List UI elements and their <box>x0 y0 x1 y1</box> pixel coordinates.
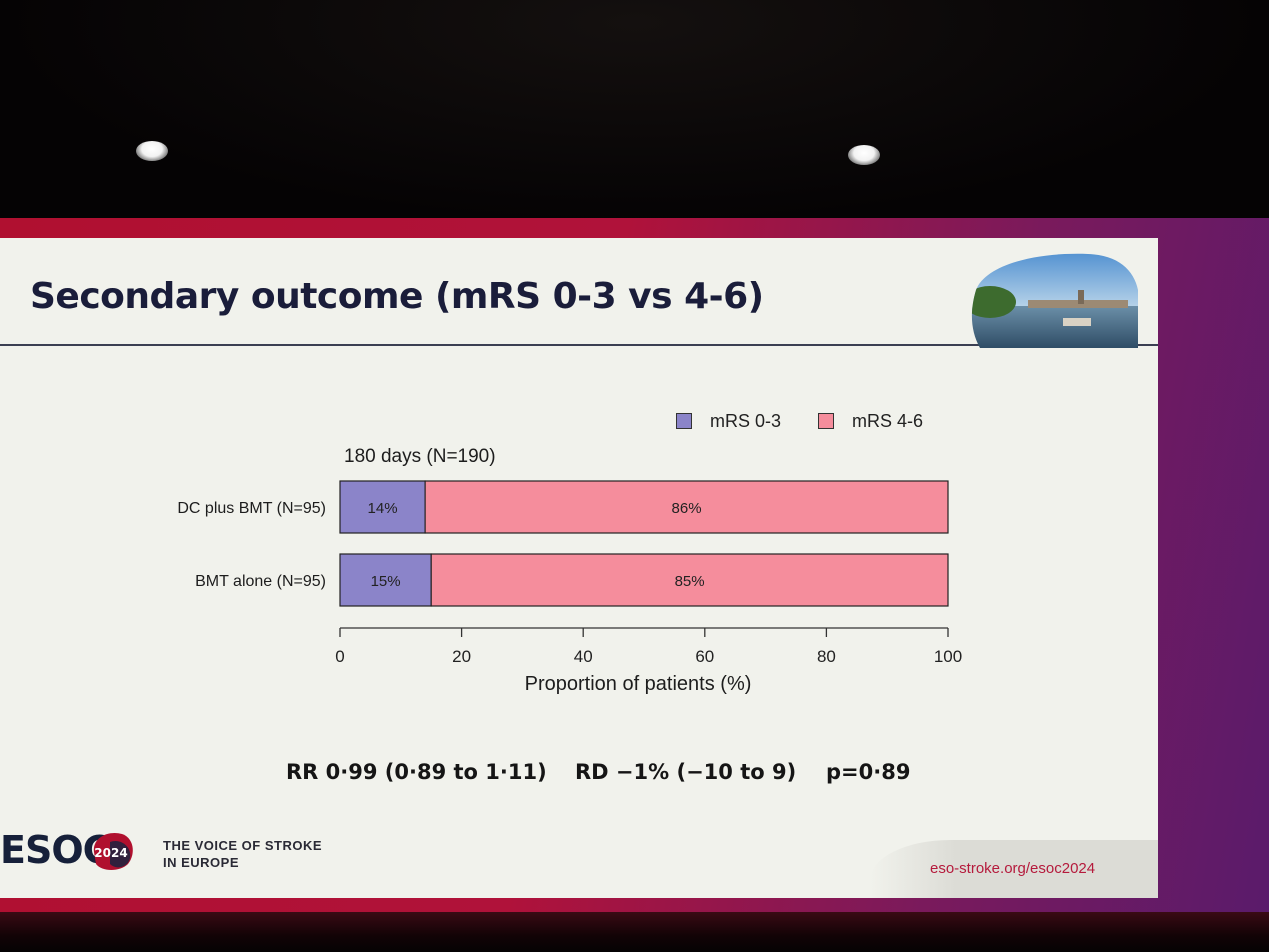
legend-swatch <box>676 413 692 429</box>
x-tick-label: 20 <box>452 647 471 666</box>
footer-url-band <box>870 840 1158 898</box>
legend-label: mRS 0-3 <box>710 410 782 431</box>
bar-segment <box>424 480 949 534</box>
x-tick-label: 0 <box>335 647 344 666</box>
legend-label: mRS 4-6 <box>852 410 924 431</box>
legend-item-mrs-0-3: mRS 0-3 <box>676 410 781 432</box>
title-divider <box>0 344 1158 346</box>
legend-item-mrs-4-6: mRS 4-6 <box>818 410 923 432</box>
bar-data-label: 86% <box>672 500 702 517</box>
bar-data-label: 14% <box>368 500 398 517</box>
x-tick-label: 40 <box>574 647 593 666</box>
stage-floor <box>0 912 1269 952</box>
stat-rd: RD −1% (−10 to 9) <box>575 760 797 784</box>
x-tick-label: 60 <box>695 647 714 666</box>
esoc-2024-badge: 2024 <box>93 832 133 870</box>
ceiling-light <box>136 141 168 161</box>
stat-p-value: p=0·89 <box>826 760 911 784</box>
tagline-line: THE VOICE OF STROKE <box>163 838 323 853</box>
ceiling-light <box>848 145 880 165</box>
x-tick-label: 80 <box>817 647 836 666</box>
stat-rr: RR 0·99 (0·89 to 1·11) <box>286 760 547 784</box>
x-tick-label: 100 <box>934 647 962 666</box>
bar-data-label: 85% <box>675 573 705 590</box>
bar-segment <box>430 553 949 607</box>
bar-segment <box>339 480 426 534</box>
category-label: BMT alone (N=95) <box>195 573 326 590</box>
tagline: THE VOICE OF STROKE IN EUROPE <box>163 837 333 871</box>
bar-data-label: 15% <box>371 573 401 590</box>
badge-year: 2024 <box>94 846 127 860</box>
category-label: DC plus BMT (N=95) <box>177 500 326 517</box>
x-axis-title: Proportion of patients (%) <box>525 673 752 695</box>
city-river-photo <box>971 253 1139 348</box>
footer-url: eso-stroke.org/esoc2024 <box>930 860 1096 877</box>
legend-swatch <box>818 413 834 429</box>
chart-subtitle: 180 days (N=190) <box>344 446 496 467</box>
esoc-logo-text: ESOC <box>0 828 111 872</box>
tagline-line: IN EUROPE <box>163 855 240 870</box>
ceiling-background <box>0 0 1269 225</box>
slide-title: Secondary outcome (mRS 0-3 vs 4-6) <box>30 276 764 317</box>
